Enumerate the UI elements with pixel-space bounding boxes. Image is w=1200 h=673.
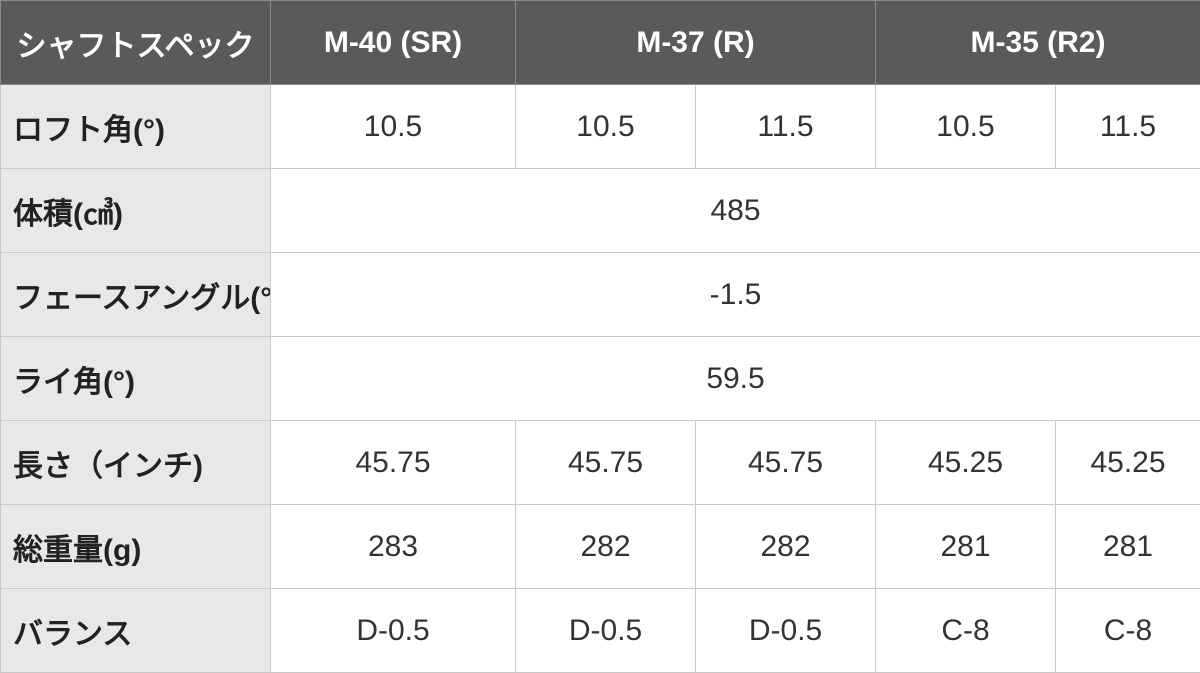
value-cell: C-8	[1056, 589, 1200, 673]
value-cell: 10.5	[516, 85, 696, 169]
row-label: フェースアングル(°)	[1, 253, 271, 337]
value-cell: 45.75	[516, 421, 696, 505]
header-cell: M-40 (SR)	[271, 1, 516, 85]
value-cell: 45.25	[1056, 421, 1200, 505]
value-cell: D-0.5	[696, 589, 876, 673]
value-cell: 11.5	[1056, 85, 1200, 169]
value-cell: D-0.5	[271, 589, 516, 673]
value-cell: 485	[271, 169, 1200, 253]
value-cell: 281	[876, 505, 1056, 589]
value-cell: 45.25	[876, 421, 1056, 505]
value-cell: 45.75	[271, 421, 516, 505]
value-cell: 45.75	[696, 421, 876, 505]
row-label: 体積(㎤)	[1, 169, 271, 253]
header-cell: M-37 (R)	[516, 1, 876, 85]
value-cell: 282	[516, 505, 696, 589]
header-cell: シャフトスペック	[1, 1, 271, 85]
value-cell: 282	[696, 505, 876, 589]
row-label: バランス	[1, 589, 271, 673]
spec-row: フェースアングル(°)-1.5	[1, 253, 1200, 337]
value-cell: 10.5	[271, 85, 516, 169]
spec-row: 体積(㎤)485	[1, 169, 1200, 253]
row-label: ライ角(°)	[1, 337, 271, 421]
value-cell: 10.5	[876, 85, 1056, 169]
value-cell: 281	[1056, 505, 1200, 589]
value-cell: D-0.5	[516, 589, 696, 673]
value-cell: 283	[271, 505, 516, 589]
value-cell: -1.5	[271, 253, 1200, 337]
header-cell: M-35 (R2)	[876, 1, 1200, 85]
value-cell: C-8	[876, 589, 1056, 673]
row-label: 総重量(g)	[1, 505, 271, 589]
spec-row: ライ角(°)59.5	[1, 337, 1200, 421]
value-cell: 11.5	[696, 85, 876, 169]
row-label: ロフト角(°)	[1, 85, 271, 169]
row-label: 長さ（インチ)	[1, 421, 271, 505]
value-cell: 59.5	[271, 337, 1200, 421]
